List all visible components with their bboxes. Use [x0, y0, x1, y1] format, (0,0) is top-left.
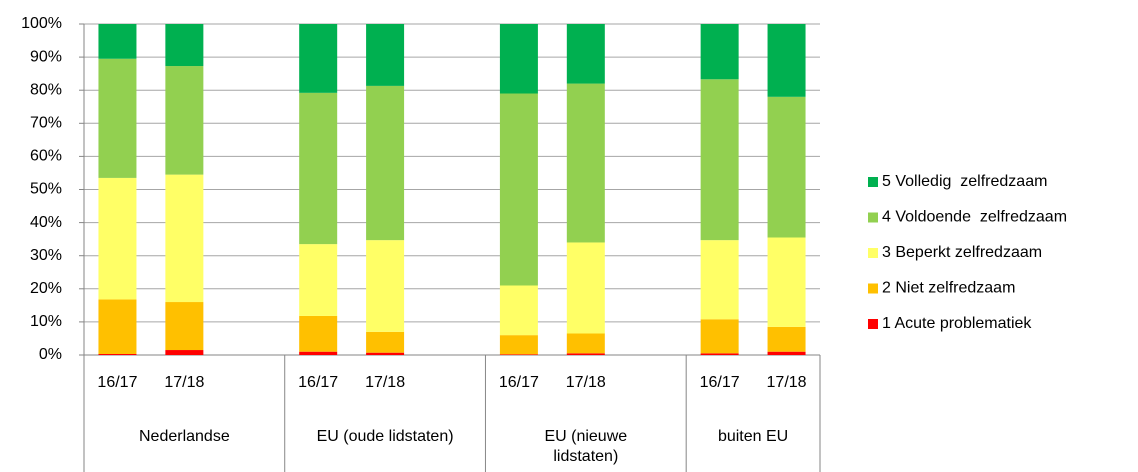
legend-label: 1 Acute problematiek: [882, 315, 1032, 332]
bar-segment: [165, 350, 204, 355]
bar-segment: [366, 240, 405, 332]
y-tick-label: 10%: [30, 313, 62, 330]
bar-segment: [566, 24, 605, 84]
bar-segment: [299, 351, 338, 355]
bar-segment: [366, 85, 405, 241]
group-label: buiten EU: [717, 428, 789, 445]
x-tick-label: 16/17: [700, 374, 740, 391]
bar-segment: [700, 319, 739, 354]
bar-segment: [98, 354, 137, 355]
bar-segment: [165, 174, 204, 303]
legend-swatch: [868, 248, 878, 258]
bar-segment: [700, 79, 739, 241]
y-tick-label: 100%: [21, 15, 62, 32]
group-label: Nederlandse: [138, 428, 230, 445]
bar-segment: [299, 244, 338, 316]
y-tick-label: 60%: [30, 148, 62, 165]
legend-label: 3 Beperkt zelfredzaam: [882, 244, 1042, 261]
bar-segment: [499, 93, 538, 286]
bar-segment: [566, 353, 605, 355]
y-tick-label: 20%: [30, 280, 62, 297]
bar-segment: [366, 331, 405, 353]
legend-swatch: [868, 319, 878, 329]
x-tick-label: 17/18: [164, 374, 204, 391]
legend-swatch: [868, 212, 878, 223]
bar-segment: [165, 302, 204, 351]
bar-segment: [767, 24, 806, 97]
group-label: EU (oude lidstaten): [316, 428, 454, 445]
x-tick-label: 17/18: [767, 374, 807, 391]
bar-segment: [165, 66, 204, 175]
bar-segment: [767, 326, 806, 352]
y-tick-label: 70%: [30, 115, 62, 132]
y-tick-label: 30%: [30, 247, 62, 264]
x-tick-label: 16/17: [97, 374, 137, 391]
y-tick-label: 40%: [30, 214, 62, 231]
bar-segment: [499, 335, 538, 355]
bar-segment: [700, 24, 739, 80]
bar-segment: [98, 58, 137, 178]
legend-swatch: [868, 177, 878, 187]
bar-segment: [499, 285, 538, 336]
x-tick-label: 16/17: [298, 374, 338, 391]
x-tick-label: 17/18: [566, 374, 606, 391]
bar-segment: [299, 92, 338, 245]
bar-segment: [299, 315, 338, 352]
bar-segment: [366, 352, 405, 355]
legend-label: 2 Niet zelfredzaam: [882, 280, 1015, 297]
bar-segment: [700, 240, 739, 320]
legend-label: 4 Voldoende zelfredzaam: [882, 209, 1067, 226]
y-tick-label: 90%: [30, 48, 62, 65]
bar-segment: [299, 24, 338, 93]
group-label: EU (nieuwe lidstaten): [544, 428, 628, 465]
bar-segment: [700, 353, 739, 355]
legend-label: 5 Volledig zelfredzaam: [882, 173, 1047, 190]
bar-segment: [566, 333, 605, 354]
x-tick-label: 16/17: [499, 374, 539, 391]
bar-segment: [767, 237, 806, 327]
x-tick-label: 17/18: [365, 374, 405, 391]
bar-segment: [767, 351, 806, 355]
bar-segment: [499, 24, 538, 94]
bar-segment: [98, 299, 137, 355]
bar-segment: [98, 24, 137, 59]
bar-segment: [767, 96, 806, 238]
legend-swatch: [868, 283, 878, 294]
y-tick-label: 50%: [30, 181, 62, 198]
bar-segment: [566, 242, 605, 334]
y-tick-label: 80%: [30, 81, 62, 98]
bar-segment: [165, 24, 204, 67]
bar-segment: [499, 354, 538, 355]
bar-segment: [566, 83, 605, 243]
y-tick-label: 0%: [39, 346, 62, 363]
bar-segment: [98, 177, 137, 300]
bar-segment: [366, 24, 405, 86]
